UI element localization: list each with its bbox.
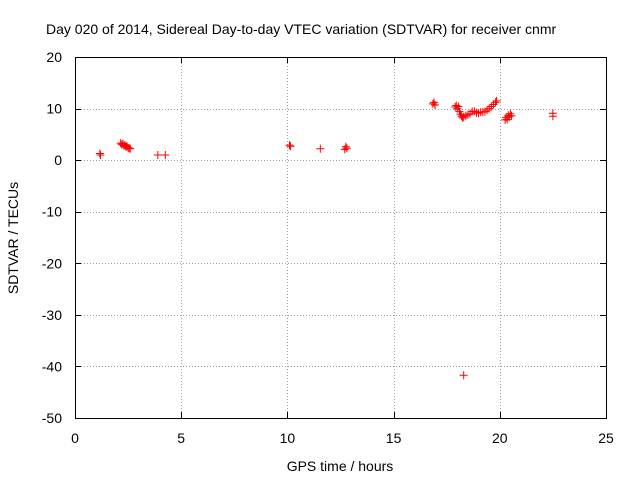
data-point [478,108,487,117]
data-point [121,142,130,151]
data-point [502,113,511,122]
data-point [492,96,501,105]
data-point [461,111,470,120]
data-point [126,144,135,153]
y-tick-label: -30 [42,307,62,323]
data-point [470,107,479,116]
data-point [466,109,475,118]
data-point [548,112,557,121]
data-point [463,110,472,119]
data-point [489,100,498,109]
x-tick-label: 5 [177,430,185,446]
x-tick-label: 10 [280,430,296,446]
data-point [342,144,351,153]
data-point [454,102,463,111]
data-point [472,108,481,117]
data-point [504,111,513,120]
y-tick-label: -10 [42,204,62,220]
data-point [483,106,492,115]
data-point [285,141,294,150]
plot-frame [75,57,607,419]
data-point [468,107,477,116]
y-tick-label: 10 [46,101,62,117]
data-point [506,109,515,118]
data-point [474,109,483,118]
data-point [124,143,133,152]
data-point [286,142,295,151]
data-point [487,102,496,111]
data-point [459,371,468,380]
data-point [316,144,325,153]
data-point [457,112,466,121]
data-point [485,104,494,113]
data-point [431,100,440,109]
data-point [153,150,162,159]
data-point [458,113,467,122]
x-tick-label: 20 [492,430,508,446]
y-tick-label: 0 [54,152,62,168]
x-tick-label: 0 [71,430,79,446]
data-point [95,149,104,158]
x-axis-label: GPS time / hours [287,458,394,474]
data-point [491,98,500,107]
data-point [341,142,350,151]
data-point [161,150,170,159]
grid-lines [75,57,606,418]
data-point [119,141,128,150]
data-point [117,140,126,149]
y-axis-label: SDTVAR / TECUs [5,182,21,294]
data-point [125,144,134,153]
data-point [459,112,468,121]
x-tick-labels: 0 5 10 15 20 25 [71,430,614,446]
x-tick-label: 15 [386,430,402,446]
data-point [480,107,489,116]
data-point [507,111,516,120]
data-point [428,99,437,108]
y-tick-labels: -50 -40 -30 -20 -10 0 10 20 [42,49,62,426]
chart-title: Day 020 of 2014, Sidereal Day-to-day VTE… [46,21,556,37]
y-tick-label: -40 [42,358,62,374]
y-tick-label: -20 [42,255,62,271]
y-tick-label: 20 [46,49,62,65]
y-tick-label: -50 [42,410,62,426]
data-point [451,103,460,112]
data-points [95,96,557,380]
data-point [96,150,105,159]
x-tick-label: 25 [598,430,614,446]
